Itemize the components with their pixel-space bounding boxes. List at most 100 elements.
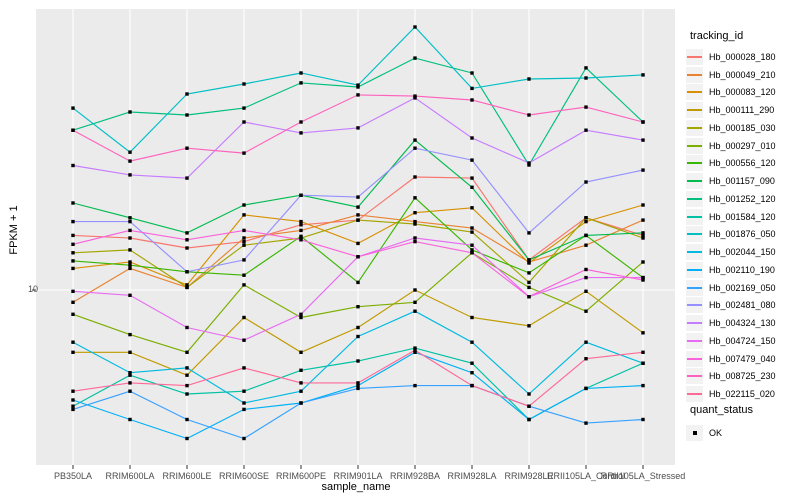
- legend-item-label: Hb_001252_120: [709, 193, 776, 204]
- point-marker: [356, 334, 360, 339]
- point-marker: [527, 285, 531, 290]
- point-marker: [185, 238, 189, 242]
- legend-item-label: Hb_001876_050: [709, 229, 776, 240]
- point-marker: [128, 248, 132, 252]
- point-marker: [413, 236, 417, 240]
- point-marker: [413, 196, 417, 200]
- point-marker: [242, 203, 246, 207]
- point-marker: [299, 350, 303, 354]
- point-marker: [299, 81, 303, 85]
- point-marker: [527, 163, 531, 167]
- point-marker: [584, 233, 588, 238]
- legend-line-swatch-icon: [687, 339, 702, 342]
- point-marker: [185, 176, 189, 180]
- point-marker: [527, 261, 531, 265]
- point-marker: [356, 325, 360, 330]
- point-marker: [185, 92, 189, 96]
- point-marker: [242, 151, 246, 155]
- point-marker: [584, 243, 588, 247]
- legend-item: Hb_000028_180: [686, 48, 776, 66]
- point-marker: [299, 71, 303, 75]
- legend-item: Hb_001876_050: [686, 226, 776, 244]
- point-marker: [242, 236, 246, 240]
- legend-key: [686, 102, 703, 119]
- legend-key: [686, 48, 703, 65]
- point-marker: [242, 338, 246, 342]
- point-marker: [185, 113, 189, 117]
- point-marker: [584, 105, 588, 109]
- point-marker: [356, 218, 360, 222]
- point-marker: [242, 401, 246, 405]
- legend-item: Hb_000556_120: [686, 155, 776, 173]
- legend-item-label: Hb_001584_120: [709, 211, 776, 222]
- point-marker: [128, 350, 132, 354]
- x-tick-label: RRIM600LE: [162, 471, 211, 481]
- legend-item-label: Hb_002110_190: [709, 264, 775, 275]
- legend-line-swatch-icon: [687, 144, 702, 147]
- legend-key: [686, 226, 703, 243]
- legend-item-label: Hb_002169_050: [709, 282, 776, 293]
- point-marker: [584, 357, 588, 361]
- point-marker: [242, 436, 246, 441]
- point-marker: [299, 381, 303, 385]
- quant-status-title: quant_status: [690, 404, 753, 416]
- legend-line-swatch-icon: [687, 251, 702, 254]
- point-marker: [299, 228, 303, 233]
- point-marker: [299, 368, 303, 372]
- point-marker: [71, 266, 75, 271]
- point-marker: [356, 381, 360, 385]
- legend-item-label: Hb_004324_130: [709, 318, 776, 329]
- point-marker: [71, 128, 75, 132]
- point-marker: [185, 146, 189, 150]
- point-marker: [413, 25, 417, 29]
- point-marker: [185, 246, 189, 250]
- point-marker: [356, 305, 360, 309]
- point-marker: [470, 86, 474, 91]
- point-marker: [185, 325, 189, 330]
- legend-item: Hb_000185_030: [686, 119, 776, 137]
- point-marker: [413, 309, 417, 313]
- point-marker: [185, 383, 189, 388]
- point-marker: [527, 113, 531, 117]
- point-marker: [299, 131, 303, 135]
- point-marker: [356, 85, 360, 89]
- point-marker: [185, 350, 189, 354]
- x-tick-label: RRIM600SE: [219, 471, 269, 481]
- point-marker: [299, 312, 303, 316]
- point-marker: [470, 243, 474, 247]
- point-marker: [527, 417, 531, 422]
- legend-key: [686, 119, 703, 136]
- legend-key: [686, 173, 703, 190]
- legend-item: Hb_002481_080: [686, 297, 776, 315]
- legend-key: [686, 350, 703, 367]
- point-marker: [641, 218, 645, 222]
- point-marker: [584, 216, 588, 220]
- y-axis-title: FPKM + 1: [8, 205, 20, 255]
- point-marker: [470, 383, 474, 388]
- legend-item-label: Hb_000556_120: [709, 158, 776, 169]
- point-marker: [128, 173, 132, 177]
- point-marker: [71, 340, 75, 344]
- legend-item-label: Hb_022115_020: [709, 389, 775, 400]
- x-tick-label: RRIM928BA: [390, 471, 440, 481]
- legend-key: [686, 155, 703, 172]
- point-marker: [299, 234, 303, 238]
- point-marker: [299, 315, 303, 320]
- legend-item: Hb_000049_210: [686, 66, 776, 84]
- point-marker: [242, 407, 246, 412]
- x-tick-label: RRIM928LA: [447, 471, 496, 481]
- point-marker: [641, 120, 645, 124]
- point-marker: [242, 106, 246, 110]
- point-marker: [299, 389, 303, 393]
- point-marker: [527, 324, 531, 328]
- point-marker: [128, 293, 132, 297]
- point-marker: [185, 366, 189, 370]
- legend-line-swatch-icon: [687, 304, 702, 307]
- point-marker: [641, 331, 645, 335]
- legend-item: Hb_001252_120: [686, 190, 776, 208]
- point-marker: [71, 259, 75, 263]
- point-marker: [128, 417, 132, 422]
- y-tick-label: 10: [27, 284, 38, 294]
- point-marker: [470, 371, 474, 375]
